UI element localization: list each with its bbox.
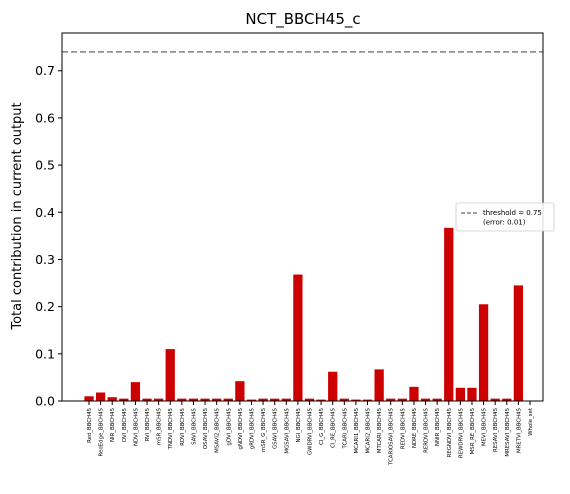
y-tick-label: 0.5: [35, 158, 55, 173]
bar: [304, 398, 315, 401]
x-tick-label: MSAVI2_BBCH45: [215, 408, 221, 453]
x-tick-label: Whole_set: [528, 408, 534, 436]
x-tick-label: REWDRVI_BBCH45: [458, 408, 464, 458]
x-tick-label: MRESAVI_BBCH45: [505, 408, 511, 457]
bar: [142, 398, 152, 401]
bar: [374, 369, 384, 401]
x-tick-label: TCARIOSAVI_BBCH45: [389, 408, 395, 466]
x-tick-label: mSR_G_BBCH45: [261, 408, 267, 452]
x-tick-label: TCARI_BBCH45: [342, 408, 348, 449]
y-axis-label: Total contribution in current output: [10, 102, 25, 330]
bar: [386, 398, 396, 401]
x-tick-label: CI_G_BBCH45: [319, 408, 325, 445]
bar: [281, 398, 291, 401]
bar: [397, 398, 407, 401]
bar: [293, 274, 303, 401]
y-tick-label: 0.4: [35, 205, 55, 220]
bar: [328, 371, 338, 401]
bar: [188, 398, 199, 401]
x-tick-label: GSAVI_BBCH45: [273, 408, 279, 449]
x-tick-label: MSR_RE_BBCH45: [470, 408, 476, 454]
x-tick-label: Red_BBCH45: [87, 408, 93, 443]
x-tick-label: RDVI_BBCH45: [180, 408, 186, 446]
bar: [200, 398, 210, 401]
x-tick-label: RVI_BBCH45: [145, 408, 151, 441]
legend: threshold = 0.75 (error: 0.01): [455, 202, 555, 232]
bar: [84, 396, 94, 401]
x-tick-label: RERDVI_BBCH45: [424, 408, 430, 453]
bar: [467, 387, 477, 401]
bar: [223, 398, 233, 401]
y-tick-label: 0.0: [35, 394, 55, 409]
x-tick-label: MEVI_BBCH45: [482, 408, 488, 446]
bar: [153, 398, 164, 401]
bar: [95, 392, 106, 401]
bar: [478, 304, 489, 401]
bar: [165, 349, 175, 401]
bar: [235, 381, 245, 401]
bar: [246, 399, 257, 401]
bar: [270, 398, 280, 401]
x-tick-label: RedEdge_BBCH45: [99, 408, 105, 456]
bar: [107, 397, 117, 401]
bars: [84, 227, 524, 401]
x-tick-label: NNIR_BBCH45: [435, 408, 441, 446]
x-tick-label: mSR_BBCH45: [157, 408, 163, 445]
legend-label-error: (error: 0.01): [483, 219, 526, 227]
x-tick-label: SAVI_BBCH45: [191, 408, 197, 445]
bar: [316, 399, 326, 401]
y-tick-label: 0.3: [35, 252, 55, 267]
bar: [432, 398, 442, 401]
bar: [490, 398, 500, 401]
y-axis: 0.0 0.1 0.2 0.3 0.4 0.5 0.6 0.7: [35, 63, 62, 409]
bar: [177, 398, 187, 401]
x-tick-label: gDVI_BBCH45: [226, 408, 232, 445]
bar: [119, 398, 129, 401]
y-tick-label: 0.6: [35, 110, 55, 125]
x-tick-label: MRETVI_BBCH45: [516, 408, 522, 453]
bar: [351, 399, 361, 401]
bar: [212, 398, 222, 401]
x-tick-label: NDRE_BBCH45: [412, 408, 418, 448]
bar: [339, 398, 349, 401]
bar: [409, 386, 419, 401]
y-tick-label: 0.1: [35, 346, 55, 361]
x-tick-label: RESAVI_BBCH45: [493, 408, 499, 452]
legend-label-threshold: threshold = 0.75: [483, 209, 542, 217]
x-tick-label: NGI_BBCH45: [296, 408, 302, 442]
bar: [513, 285, 524, 401]
x-tick-label: NDVI_BBCH45: [133, 408, 139, 446]
legend-box: [455, 202, 555, 232]
x-tick-label: MCARI1_BBCH45: [354, 408, 360, 454]
chart-title: NCT_BBCH45_c: [245, 10, 360, 29]
x-tick-label: MTCARI_BBCH45: [377, 408, 383, 453]
x-tick-label: MGSAVI_BBCH45: [284, 408, 290, 454]
bar: [455, 387, 466, 401]
x-tick-label: gRDVI_BBCH45: [249, 408, 255, 449]
x-axis: Red_BBCH45 RedEdge_BBCH45 NIR_BBCH45 DVI_BB…: [87, 401, 534, 466]
x-tick-label: NIR_BBCH45: [110, 408, 116, 442]
x-tick-label: REDVI_BBCH45: [400, 408, 406, 449]
x-tick-label: TNDVI_BBCH45: [168, 408, 174, 450]
bar: [130, 382, 141, 401]
bar: [362, 399, 373, 401]
x-tick-label: CI_RE_BBCH45: [331, 408, 337, 448]
y-tick-label: 0.7: [35, 63, 55, 78]
x-tick-label: OSAVI_BBCH45: [203, 408, 209, 449]
bar: [502, 398, 512, 401]
x-tick-label: MCARI2_BBCH45: [366, 408, 372, 454]
bar: [420, 398, 431, 401]
x-tick-label: GWDRVI_BBCH45: [308, 408, 314, 455]
x-tick-label: REGNDVI_BBCH45: [447, 408, 453, 457]
x-tick-label: DVI_BBCH45: [122, 408, 128, 442]
x-tick-label: gNDVI_BBCH45: [238, 408, 244, 449]
bar: [444, 227, 454, 401]
y-tick-label: 0.2: [35, 299, 55, 314]
bar: [258, 398, 268, 401]
